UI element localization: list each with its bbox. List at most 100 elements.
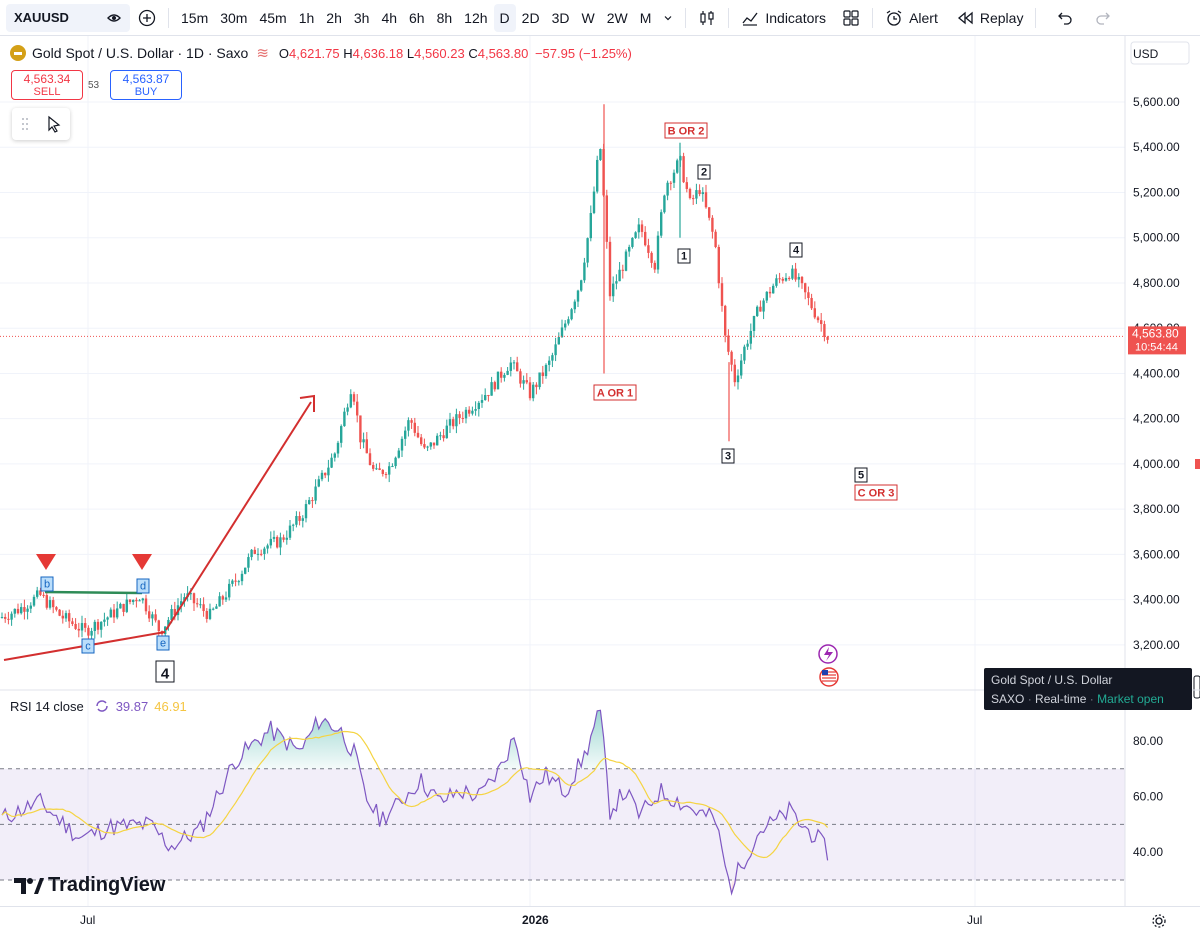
settings-gear-icon[interactable] <box>1151 913 1167 929</box>
chart-type-button[interactable] <box>692 4 722 32</box>
interval-2d[interactable]: 2D <box>521 9 540 26</box>
candle-body <box>215 606 218 609</box>
rsi-line[interactable] <box>1 709 829 896</box>
candle-body <box>528 382 532 399</box>
alert-button[interactable]: Alert <box>879 4 944 32</box>
interval-4h[interactable]: 4h <box>381 9 398 26</box>
tradingview-logo[interactable]: TradingView <box>14 874 165 897</box>
candle-body <box>794 268 797 280</box>
candle-body <box>84 623 87 628</box>
undo-button[interactable] <box>1050 4 1080 32</box>
candle-body <box>439 435 442 437</box>
candle-body <box>429 442 432 447</box>
candle-body <box>576 290 580 302</box>
candle-body <box>39 590 42 595</box>
legend-title[interactable]: Gold Spot / U.S. Dollar · 1D · Saxo <box>32 45 249 61</box>
lightning-icon <box>824 647 833 661</box>
add-symbol-button[interactable] <box>132 4 162 32</box>
wave-label-box[interactable] <box>593 384 637 401</box>
interval-w[interactable]: W <box>581 9 595 26</box>
candle-body <box>477 402 480 410</box>
replay-button[interactable]: Replay <box>950 4 1030 32</box>
replay-label: Replay <box>979 9 1024 26</box>
candle-body <box>688 188 692 199</box>
indicators-button[interactable]: Indicators <box>735 4 832 32</box>
candle-body <box>196 603 199 605</box>
candle-body <box>445 425 448 439</box>
rewind-icon <box>957 11 973 24</box>
currency-button[interactable] <box>1130 41 1190 65</box>
interval-30m[interactable]: 30m <box>220 9 248 26</box>
wave-label-box[interactable] <box>40 576 54 592</box>
indicators-icon <box>742 12 758 26</box>
candle-body <box>778 278 781 280</box>
wave-label: 2 <box>701 167 707 179</box>
time-axis[interactable]: Jul 2026 Jul <box>0 906 1200 936</box>
candle-body <box>282 537 285 540</box>
interval-m[interactable]: M <box>639 9 652 26</box>
chart-canvas[interactable]: A OR 1 B OR 2 1 2 3 4 5 C OR 3 b c d e 4 USD 5,600.00… <box>0 36 1200 906</box>
wave-label-box[interactable] <box>789 242 803 258</box>
candle-body <box>669 182 672 184</box>
redo-button[interactable] <box>1088 4 1118 32</box>
arrow-down-marker-icon[interactable] <box>36 554 56 570</box>
scroll-handle[interactable] <box>1193 675 1200 699</box>
candle-body <box>653 262 656 270</box>
rsi-axis[interactable]: 80.00 60.00 40.00 <box>1133 734 1163 859</box>
interval-12h[interactable]: 12h <box>464 9 488 26</box>
sync-icon[interactable]: ≋ <box>256 45 269 62</box>
drag-handle-icon[interactable] <box>21 117 29 131</box>
wave-label-box[interactable] <box>136 578 150 594</box>
interval-15m[interactable]: 15m <box>181 9 209 26</box>
candle-body <box>432 442 436 446</box>
wave-label-box[interactable] <box>854 467 868 483</box>
arrow-down-marker-icon[interactable] <box>132 554 152 570</box>
interval-2w[interactable]: 2W <box>606 9 628 26</box>
wave-label-box[interactable] <box>156 635 170 651</box>
interval-dropdown[interactable] <box>657 4 679 32</box>
wave-label-box[interactable] <box>697 164 711 180</box>
sell-button[interactable]: 4,563.34 SELL <box>11 70 83 100</box>
interval-3h[interactable]: 3h <box>353 9 370 26</box>
buy-price: 4,563.87 <box>122 72 170 86</box>
wave-label-box[interactable] <box>721 448 735 464</box>
candle-body <box>752 316 756 331</box>
trendline-upper[interactable] <box>44 590 143 595</box>
interval-45m[interactable]: 45m <box>259 9 287 26</box>
wave-label-box[interactable] <box>81 638 95 654</box>
indicators-label: Indicators <box>765 9 827 26</box>
wave-label-box[interactable] <box>664 122 708 139</box>
rsi-label[interactable]: RSI 14 close <box>10 698 84 714</box>
last-price-label: 4,563.80 <box>1132 326 1179 340</box>
interval-1h[interactable]: 1h <box>298 9 315 26</box>
candle-body <box>311 500 314 502</box>
candle-body <box>663 195 666 213</box>
interval-2h[interactable]: 2h <box>326 9 342 26</box>
wave-label-box[interactable] <box>854 484 898 501</box>
cursor-arrow-icon[interactable] <box>46 115 62 133</box>
candle-body <box>535 384 538 388</box>
price-axis[interactable]: USD 5,600.00 5,400.00 5,200.00 5,000.00 4,800… <box>0 41 1200 652</box>
interval-6h[interactable]: 6h <box>409 9 425 26</box>
candle-body <box>167 619 170 627</box>
candle-body <box>775 278 778 286</box>
candle-body <box>80 623 84 631</box>
candle-body <box>202 604 205 612</box>
price-tick-label: 4,200.00 <box>1133 412 1180 426</box>
symbol-search[interactable]: XAUUSD <box>6 3 130 32</box>
candle-body <box>237 581 240 583</box>
interval-8h[interactable]: 8h <box>436 9 453 26</box>
rsi-ma-line[interactable] <box>1 730 829 859</box>
interval-d[interactable]: D <box>493 3 516 32</box>
compare-icon[interactable] <box>106 10 122 26</box>
wave-label-box[interactable] <box>677 248 691 264</box>
interval-3d[interactable]: 3D <box>551 9 570 26</box>
candle-body <box>637 224 640 233</box>
layouts-button[interactable] <box>836 4 866 32</box>
wave-label-box[interactable] <box>155 660 175 683</box>
projection-arrow[interactable] <box>165 401 312 631</box>
alert-marker[interactable] <box>1195 459 1200 469</box>
candle-body <box>503 374 506 378</box>
buy-button[interactable]: 4,563.87 BUY <box>110 70 182 100</box>
candle-body <box>138 600 141 602</box>
